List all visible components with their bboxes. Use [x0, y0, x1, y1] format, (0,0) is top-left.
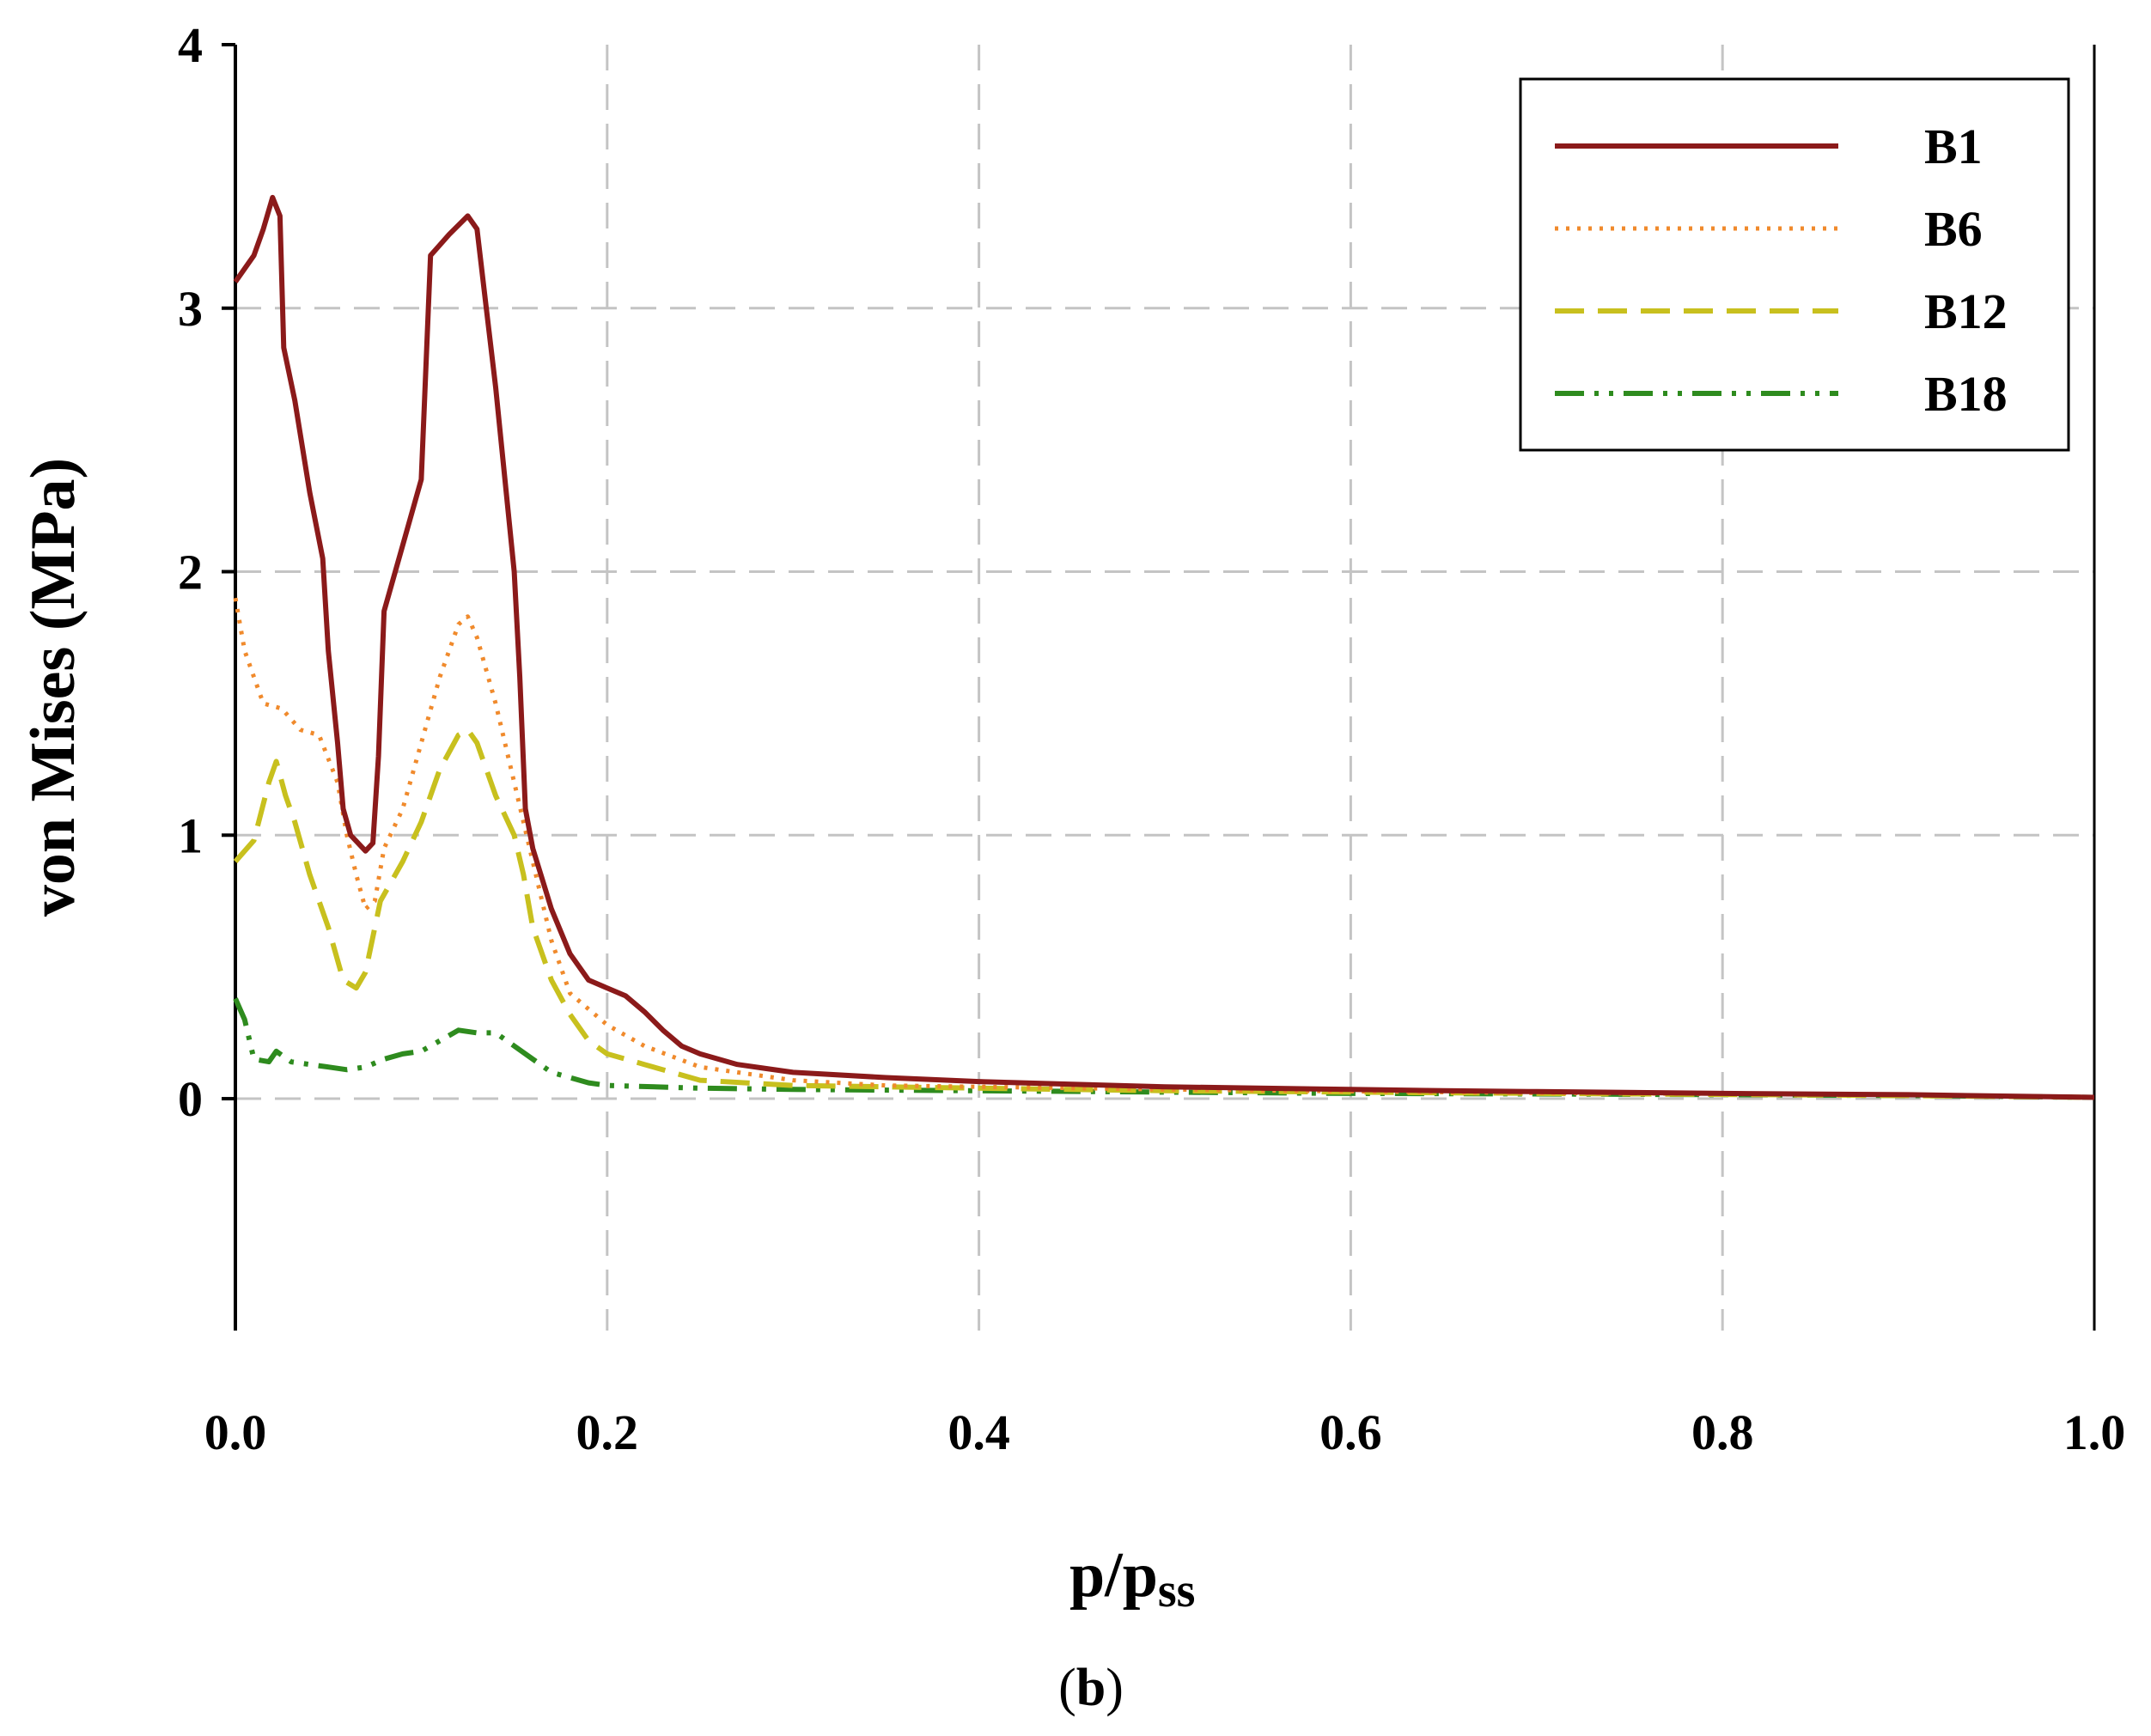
legend-box: [1519, 77, 2070, 452]
legend-label-b1: B1: [1924, 119, 1983, 174]
legend: B1 B6 B12 B18: [1519, 77, 2070, 452]
y-tick-label-4: 4: [178, 17, 203, 73]
x-tick-label-5: 1.0: [2063, 1404, 2126, 1460]
x-axis-label-subscript: ss: [1158, 1564, 1196, 1617]
y-tick-label-3: 3: [178, 281, 203, 337]
x-tick-label-0: 0.0: [204, 1404, 267, 1460]
series-line-b1: [233, 194, 2095, 1100]
x-tick-label-2: 0.4: [948, 1404, 1010, 1460]
legend-label-b18: B18: [1924, 366, 2008, 422]
x-tick-label-1: 0.2: [576, 1404, 639, 1460]
y-tick-label-1: 1: [178, 807, 203, 863]
legend-items: B1 B6 B12 B18: [1555, 119, 2008, 422]
y-tick-label-2: 2: [178, 545, 203, 600]
x-axis-label: p/pss: [1069, 1540, 1195, 1617]
y-axis-label: von Mises (MPa): [18, 458, 88, 917]
figure-caption: (b): [1058, 1659, 1124, 1717]
x-tick-label-4: 0.8: [1691, 1404, 1754, 1460]
series-line-b6: [233, 597, 2095, 1099]
series-lines: [233, 194, 2095, 1100]
caption-open: (: [1058, 1659, 1076, 1717]
series-line-b12: [233, 727, 2095, 1100]
axes: [222, 43, 2096, 1331]
legend-label-b6: B6: [1924, 201, 1983, 257]
tick-labels: 0.0 0.2 0.4 0.6 0.8 1.0 0 1 2 3 4: [178, 17, 2125, 1460]
caption-close: ): [1106, 1659, 1124, 1717]
x-tick-label-3: 0.6: [1319, 1404, 1382, 1460]
legend-label-b12: B12: [1924, 283, 2008, 339]
caption-letter: b: [1076, 1659, 1106, 1717]
y-tick-label-0: 0: [178, 1071, 203, 1127]
x-axis-label-main: p/p: [1069, 1540, 1158, 1611]
